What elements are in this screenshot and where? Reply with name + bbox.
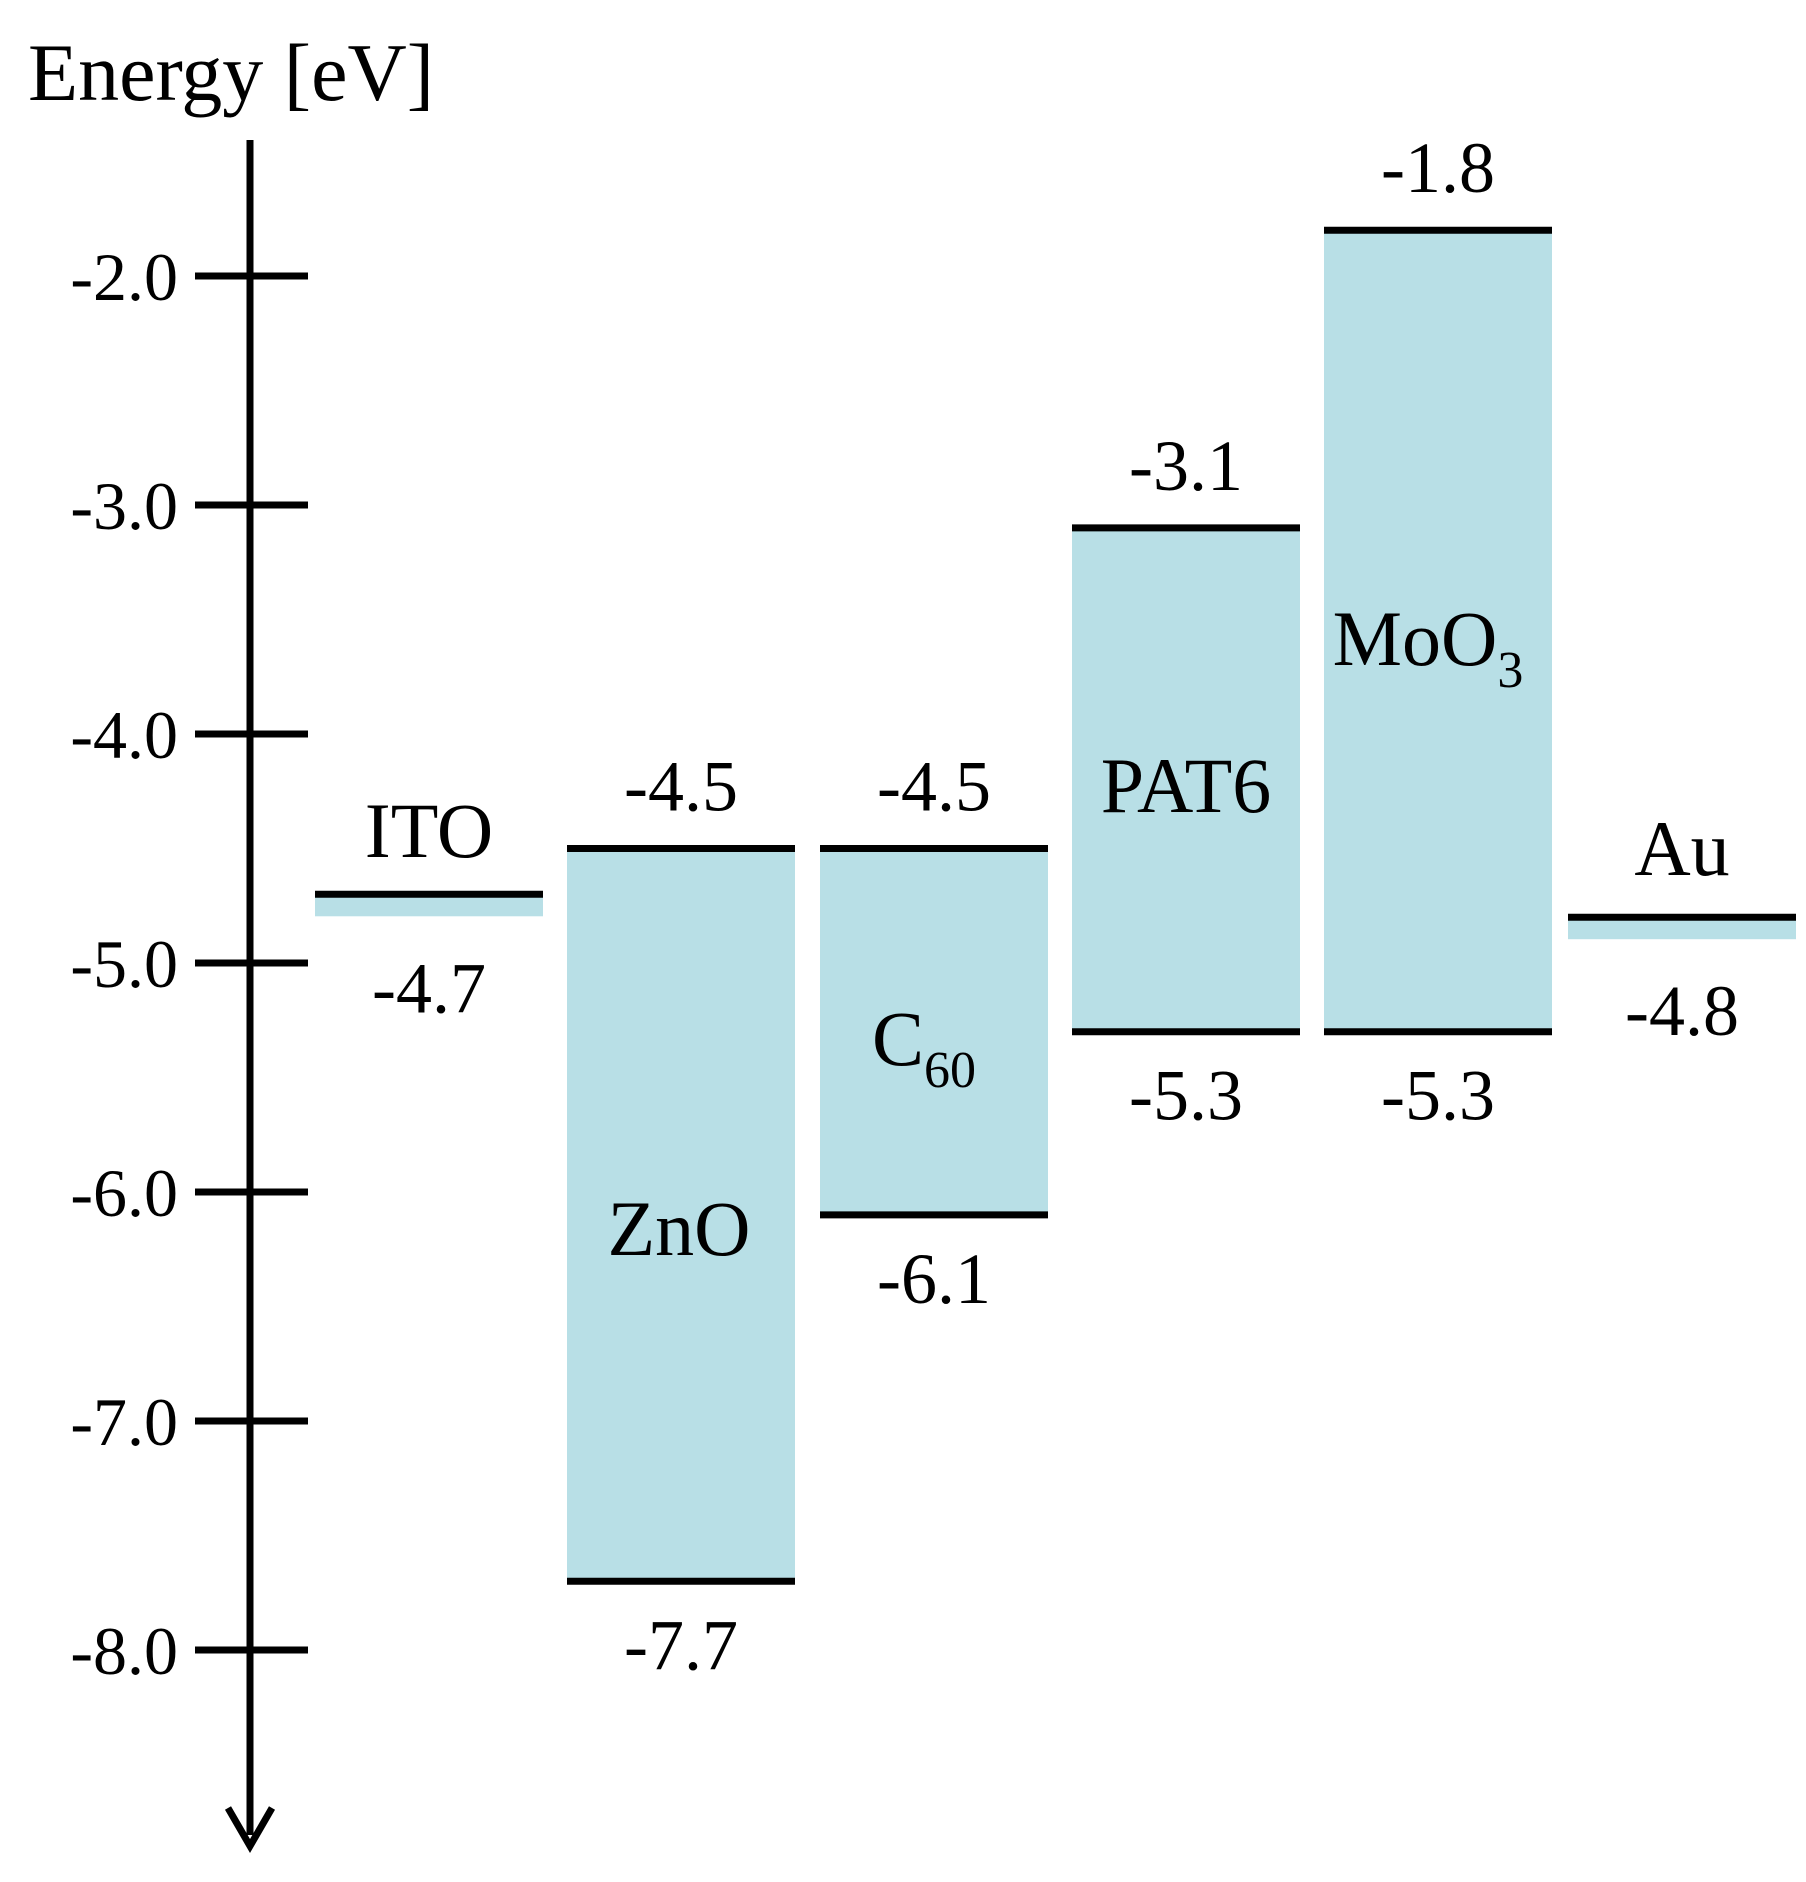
energy-axis: Energy [eV] -2.0 -3.0 -4.0 -5.0 -6.0 -7.0 -8.0 bbox=[28, 27, 434, 1853]
moo3-label: MoO3 bbox=[1333, 595, 1524, 699]
ito-column: -4.7 ITO bbox=[315, 787, 543, 1028]
tick-label: -5.0 bbox=[70, 926, 178, 1002]
c60-column: -4.5 -6.1 C60 bbox=[820, 747, 1048, 1319]
ito-level-label: -4.7 bbox=[372, 948, 486, 1028]
zno-bottom-level-label: -7.7 bbox=[624, 1605, 738, 1685]
tick-label: -4.0 bbox=[70, 697, 178, 773]
ito-label: ITO bbox=[365, 787, 494, 874]
pat6-band bbox=[1072, 527, 1300, 1032]
moo3-label-subscript: 3 bbox=[1497, 642, 1523, 699]
c60-bottom-level-label: -6.1 bbox=[877, 1239, 991, 1319]
moo3-top-level-label: -1.8 bbox=[1381, 128, 1495, 208]
pat6-column: -3.1 -5.3 PAT6 bbox=[1072, 426, 1300, 1136]
axis-arrowhead bbox=[224, 1806, 276, 1853]
au-layer bbox=[1568, 917, 1796, 940]
material-columns: -4.7 ITO -4.5 -7.7 ZnO -4.5 -6.1 C60 -3.1 -5.3 PAT… bbox=[315, 128, 1796, 1685]
pat6-top-level-label: -3.1 bbox=[1129, 426, 1243, 506]
au-level-label: -4.8 bbox=[1625, 971, 1739, 1051]
au-column: -4.8 Au bbox=[1568, 805, 1796, 1051]
zno-label: ZnO bbox=[608, 1185, 751, 1272]
tick-label: -6.0 bbox=[70, 1155, 178, 1231]
zno-top-level-label: -4.5 bbox=[624, 747, 738, 827]
tick-label: -2.0 bbox=[70, 239, 178, 315]
c60-label-subscript: 60 bbox=[924, 1042, 976, 1099]
tick-label: -8.0 bbox=[70, 1613, 178, 1689]
c60-label: C60 bbox=[872, 995, 976, 1099]
tick-label: -3.0 bbox=[70, 468, 178, 544]
zno-band bbox=[567, 848, 795, 1582]
pat6-label: PAT6 bbox=[1101, 742, 1272, 829]
zno-column: -4.5 -7.7 ZnO bbox=[567, 747, 795, 1685]
axis-title: Energy [eV] bbox=[28, 27, 434, 118]
pat6-bottom-level-label: -5.3 bbox=[1129, 1056, 1243, 1136]
au-label: Au bbox=[1634, 805, 1729, 892]
moo3-bottom-level-label: -5.3 bbox=[1381, 1056, 1495, 1136]
tick-label: -7.0 bbox=[70, 1384, 178, 1460]
ito-layer bbox=[315, 894, 543, 917]
c60-band bbox=[820, 848, 1048, 1215]
c60-top-level-label: -4.5 bbox=[877, 747, 991, 827]
moo3-column: -1.8 -5.3 MoO3 bbox=[1324, 128, 1552, 1136]
moo3-band bbox=[1324, 230, 1552, 1032]
